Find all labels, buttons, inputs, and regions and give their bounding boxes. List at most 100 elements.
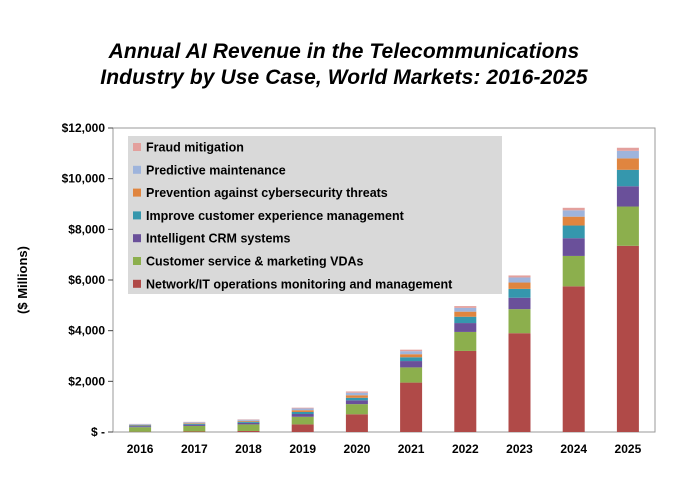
bar-segment: [616, 158, 639, 170]
bar-segment: [454, 350, 477, 432]
bar-segment: [129, 424, 152, 426]
legend-label: Prevention against cybersecurity threats: [146, 186, 388, 200]
x-tick-label: 2023: [506, 442, 533, 456]
bar-segment: [237, 424, 260, 431]
bar-segment: [508, 333, 531, 432]
bar-segment: [562, 225, 585, 239]
legend-label: Predictive maintenance: [146, 163, 286, 177]
bar-segment: [129, 427, 152, 432]
bar-segment: [616, 206, 639, 246]
x-tick-label: 2016: [127, 442, 154, 456]
x-tick-label: 2021: [398, 442, 425, 456]
bar-segment: [237, 422, 260, 425]
legend-box: [128, 136, 502, 294]
bar-segment: [400, 354, 423, 358]
x-tick-label: 2022: [452, 442, 479, 456]
bar-segment: [129, 424, 152, 425]
bar-segment: [345, 391, 368, 393]
bar-segment: [291, 414, 314, 417]
bar-segment: [237, 430, 260, 432]
bar-segment: [129, 426, 152, 428]
y-tick-label: $12,000: [62, 121, 106, 135]
y-tick-label: $10,000: [62, 172, 106, 186]
bar-segment: [183, 423, 206, 425]
bar-segment: [291, 416, 314, 425]
bar-segment: [291, 407, 314, 409]
bar-segment: [508, 277, 531, 283]
bar-segment: [237, 419, 260, 421]
bar-segment: [183, 422, 206, 424]
bar-segment: [454, 323, 477, 332]
bar-segment: [400, 349, 423, 352]
bar-segment: [345, 400, 368, 405]
x-tick-label: 2020: [344, 442, 371, 456]
bar-segment: [616, 186, 639, 207]
legend-swatch: [133, 234, 141, 243]
bar-segment: [562, 255, 585, 287]
x-tick-label: 2017: [181, 442, 208, 456]
bar-segment: [616, 147, 639, 151]
chart-title-line-2: Industry by Use Case, World Markets: 201…: [100, 66, 588, 89]
bar-segment: [291, 408, 314, 411]
x-tick-label: 2019: [289, 442, 316, 456]
legend-label: Customer service & marketing VDAs: [146, 255, 363, 269]
legend-label: Improve customer experience management: [146, 209, 405, 223]
bar-segment: [400, 382, 423, 432]
x-tick-label: 2025: [615, 442, 642, 456]
bar-segment: [345, 414, 368, 432]
bar-segment: [345, 404, 368, 415]
bar-segment: [400, 351, 423, 355]
bar-segment: [454, 331, 477, 351]
bar-segment: [183, 423, 206, 424]
bar-segment: [454, 307, 477, 312]
legend-swatch: [133, 165, 141, 174]
bar-segment: [562, 207, 585, 211]
bar-segment: [508, 282, 531, 289]
bar-segment: [237, 420, 260, 422]
bar-segment: [616, 245, 639, 432]
bar-segment: [562, 210, 585, 217]
x-tick-label: 2024: [560, 442, 587, 456]
y-tick-label: $8,000: [68, 222, 105, 236]
bar-segment: [400, 357, 423, 362]
legend-swatch: [133, 257, 141, 265]
bar-segment: [291, 411, 314, 415]
bar-segment: [183, 425, 206, 432]
legend-swatch: [133, 279, 141, 288]
bar-segment: [454, 316, 477, 324]
bar-segment: [562, 216, 585, 226]
y-axis-title: ($ Millions): [15, 246, 30, 314]
bar-segment: [400, 361, 423, 368]
legend-label: Network/IT operations monitoring and man…: [146, 277, 453, 291]
bar-segment: [345, 397, 368, 401]
bar-segment: [129, 425, 152, 427]
bar-segment: [183, 431, 206, 432]
bar-segment: [508, 297, 531, 310]
legend-label: Fraud mitigation: [146, 141, 244, 155]
bar-segment: [345, 392, 368, 396]
bar-segment: [562, 286, 585, 432]
y-tick-label: $6,000: [68, 273, 105, 287]
y-tick-label: $ -: [91, 425, 105, 439]
bar-segment: [291, 424, 314, 432]
bar-segment: [508, 288, 531, 298]
y-tick-label: $4,000: [68, 324, 105, 338]
legend-swatch: [133, 211, 141, 220]
bar-segment: [508, 309, 531, 334]
bar-segment: [345, 395, 368, 398]
bar-segment: [454, 311, 477, 317]
bar-segment: [237, 421, 260, 423]
y-tick-label: $2,000: [68, 374, 105, 388]
bar-segment: [400, 367, 423, 383]
bar-segment: [291, 410, 314, 412]
chart-title-line-1: Annual AI Revenue in the Telecommunicati…: [108, 40, 580, 63]
legend-label: Intelligent CRM systems: [146, 232, 291, 246]
bar-segment: [454, 306, 477, 308]
bar-segment: [183, 424, 206, 426]
legend-swatch: [133, 188, 141, 197]
legend-swatch: [133, 143, 141, 151]
bar-segment: [562, 238, 585, 256]
bar-segment: [616, 169, 639, 187]
